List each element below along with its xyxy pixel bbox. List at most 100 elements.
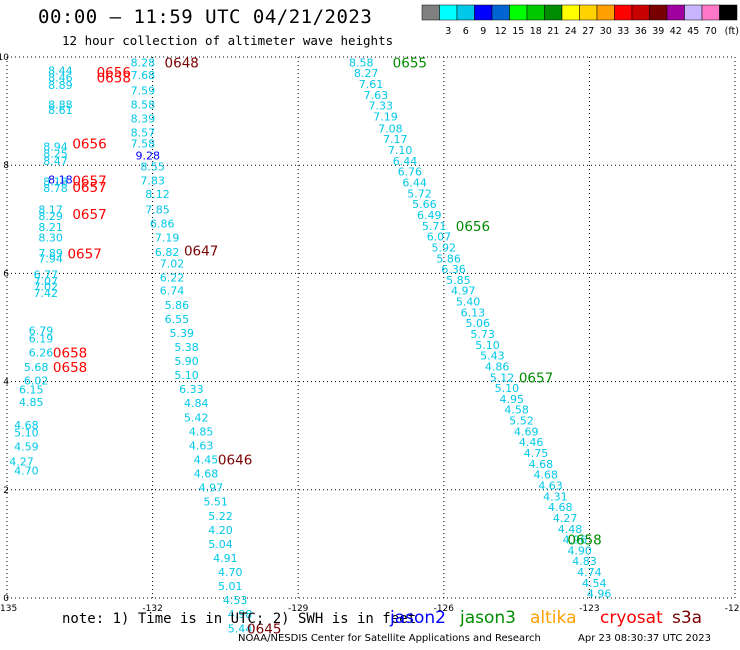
swh-value: 5.90 [174, 355, 199, 368]
swh-value: 8.18 [43, 175, 68, 188]
swh-value: 7.33 [368, 100, 393, 113]
swh-value: 6.82 [155, 246, 180, 259]
swh-value: 5.01 [218, 580, 243, 593]
swh-value: 6.02 [24, 375, 49, 388]
swh-value: 8.78 [43, 182, 68, 195]
swh-value: 6.22 [160, 272, 185, 285]
swh-value: 6.79 [29, 325, 54, 338]
lon-tick-label: -132 [142, 604, 162, 614]
swh-value: 4.90 [567, 544, 592, 557]
swh-value: 4.70 [218, 566, 243, 579]
color-scale-label: 39 [652, 26, 664, 37]
swh-value: 5.52 [509, 415, 534, 428]
swh-value: 5.04 [208, 538, 233, 551]
swh-value: 8.61 [48, 104, 73, 117]
swh-value: 7.42 [34, 287, 59, 300]
color-scale-label: 70 [705, 26, 717, 37]
pass-time-label: 0655 [393, 55, 427, 71]
swh-value: 4.63 [538, 479, 563, 492]
swh-value: 5.51 [203, 496, 228, 509]
lat-tick-label: 6 [3, 269, 9, 279]
swh-value: 5.71 [422, 220, 447, 233]
swh-value: 6.44 [393, 155, 418, 168]
swh-value: 7.02 [34, 280, 59, 293]
swh-value: 7.17 [383, 133, 408, 146]
swh-value: 4.85 [189, 425, 214, 438]
swh-value: 4.91 [213, 552, 238, 565]
pass-time-label: 0657 [519, 370, 553, 386]
color-scale-label: 24 [565, 26, 577, 37]
color-scale-label: 33 [617, 26, 629, 37]
swh-value: 6.44 [402, 177, 427, 190]
swh-value: 8.88 [48, 99, 73, 112]
color-scale-label: 30 [600, 26, 612, 37]
lon-tick-label: -126 [434, 604, 455, 614]
swh-value: 5.06 [466, 317, 491, 330]
swh-value: 5.73 [470, 328, 495, 341]
swh-value: 7.61 [359, 78, 384, 91]
swh-value: 4.68 [548, 501, 573, 514]
swh-value: 5.42 [184, 411, 209, 424]
swh-value: 7.85 [145, 204, 170, 217]
lat-tick-label: 10 [0, 53, 9, 63]
swh-value: 5.43 [480, 350, 505, 363]
footer-credit: NOAA/NESDIS Center for Satellite Applica… [238, 633, 541, 644]
swh-value: 7.63 [364, 89, 389, 102]
swh-value: 7.07 [34, 275, 59, 288]
swh-value: 4.86 [485, 360, 510, 373]
swh-value: 5.22 [208, 510, 233, 523]
satellite-legend-s3a: s3a [672, 608, 703, 628]
lat-tick-label: 0 [3, 594, 9, 604]
swh-value: 4.97 [451, 285, 476, 298]
color-scale-label: 21 [547, 26, 559, 37]
page-title: 00:00 – 11:59 UTC 04/21/2023 [38, 6, 373, 28]
swh-value: 4.31 [543, 490, 568, 503]
swh-value: 5.10 [475, 339, 500, 352]
color-scale-label: 42 [670, 26, 682, 37]
swh-value: 6.55 [165, 313, 190, 326]
page-subtitle: 12 hour collection of altimeter wave hei… [62, 33, 394, 48]
pass-time-label: 0656 [97, 65, 131, 81]
swh-value: 5.10 [14, 426, 39, 439]
pass-time-label: 0656 [456, 219, 490, 235]
pass-time-label: 0657 [72, 207, 106, 223]
swh-value: 5.86 [436, 252, 461, 265]
swh-value: 4.70 [14, 464, 39, 477]
swh-value: 4.27 [9, 456, 34, 469]
pass-time-label: 0646 [218, 453, 252, 469]
swh-value: 4.95 [499, 393, 524, 406]
swh-value: 8.21 [38, 221, 63, 234]
swh-value: 4.68 [14, 419, 39, 432]
pass-time-label: 0656 [72, 137, 106, 153]
color-scale-label: 12 [495, 26, 507, 37]
color-scale-legend: 3 6 9 12 15 18 21 24 27 30 33 36 39 42 45 70 (ft) [421, 4, 739, 37]
swh-value: 7.83 [140, 174, 165, 187]
swh-value: 6.33 [179, 383, 204, 396]
swh-value: 4.75 [524, 447, 549, 460]
swh-value: 5.68 [24, 361, 49, 374]
swh-value: 4.68 [194, 468, 219, 481]
swh-value: 8.28 [131, 56, 156, 69]
swh-value: 5.10 [174, 369, 199, 382]
swh-value: 5.92 [432, 241, 457, 254]
swh-value: 6.86 [150, 218, 175, 231]
swh-value: 4.27 [553, 512, 578, 525]
footer-note: note: 1) Time is in UTC; 2) SWH is in fe… [62, 611, 417, 627]
swh-value: 7.89 [38, 247, 63, 260]
pass-time-label: 0657 [72, 173, 106, 189]
swh-value: 5.10 [495, 382, 520, 395]
satellite-legend-cryosat: cryosat [600, 608, 663, 628]
swh-value: 7.02 [160, 258, 185, 271]
swh-value: 4.96 [587, 588, 612, 601]
swh-value: 5.12 [490, 371, 515, 384]
swh-value: 8.57 [131, 127, 156, 140]
swh-value: 5.40 [456, 296, 481, 309]
pass-time-label: 0648 [165, 55, 199, 71]
swh-value: 8.46 [48, 72, 73, 85]
swh-value: 4.59 [14, 441, 39, 454]
swh-value: 8.94 [43, 140, 68, 153]
swh-value: 4.74 [577, 566, 602, 579]
swh-value: 6.49 [417, 209, 442, 222]
